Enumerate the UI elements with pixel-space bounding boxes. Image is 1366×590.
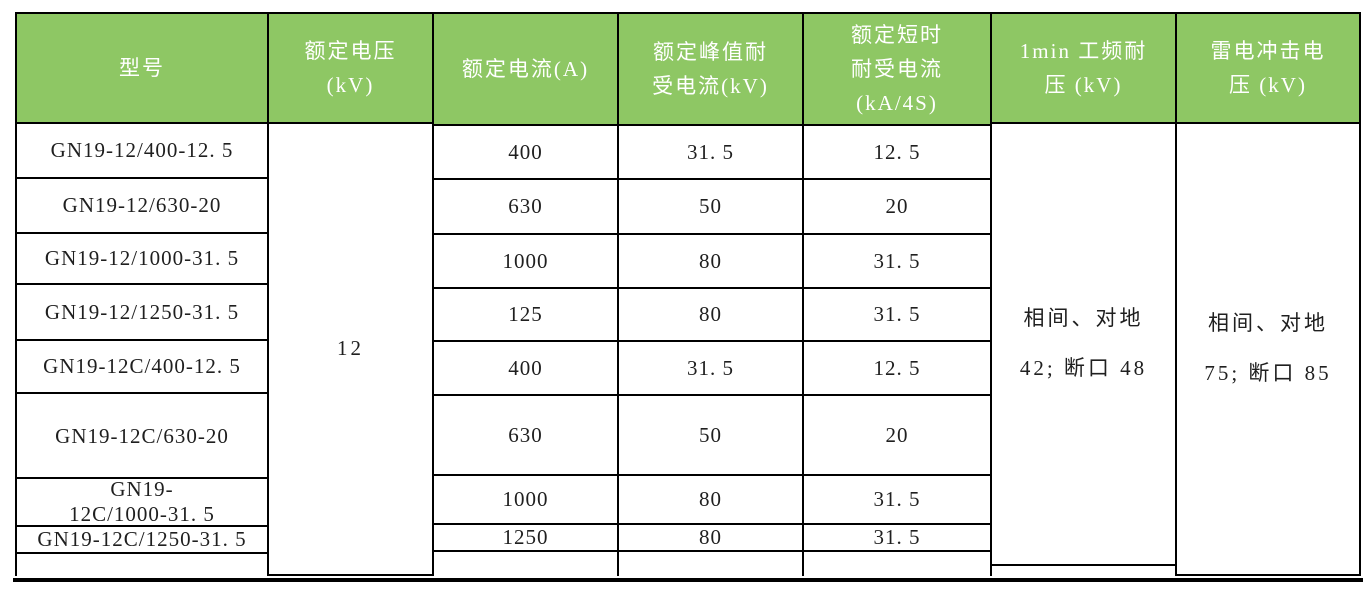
short-time-cell: 31. 5 — [804, 476, 990, 525]
peak-current-cell: 80 — [619, 235, 802, 289]
spec-table: 型号 GN19-12/400-12. 5 GN19-12/630-20 GN19… — [15, 12, 1361, 576]
model-cell: GN19-12/400-12. 5 — [17, 124, 267, 179]
peak-current-cell: 31. 5 — [619, 342, 802, 396]
current-cell: 400 — [434, 342, 617, 396]
short-time-cell: 31. 5 — [804, 235, 990, 289]
model-cell: GN19-12C/400-12. 5 — [17, 341, 267, 394]
peak-current-cell: 31. 5 — [619, 126, 802, 180]
rated-voltage-merged-cell: 12 — [269, 123, 432, 576]
header-cell-model: 型号 — [17, 14, 267, 124]
column-short-time-current: 额定短时 耐受电流 (kA/4S) 12. 5 20 31. 5 31. 5 1… — [804, 14, 992, 576]
peak-current-cell: 80 — [619, 525, 802, 552]
peak-current-cell: 50 — [619, 180, 802, 235]
header-cell-power-frequency: 1min 工频耐 压 (kV) — [992, 14, 1175, 124]
current-cell: 1000 — [434, 476, 617, 525]
model-cell: GN19-12C/1250-31. 5 — [17, 527, 267, 554]
short-time-cell: 12. 5 — [804, 342, 990, 396]
peak-current-cell: 80 — [619, 289, 802, 342]
column-rated-current: 额定电流(A) 400 630 1000 125 400 630 1000 12… — [434, 14, 619, 576]
current-cell: 125 — [434, 289, 617, 342]
column-rated-voltage: 额定电压 (kV) 12 — [269, 14, 434, 576]
column-peak-withstand-current: 额定峰值耐 受电流(kV) 31. 5 50 80 80 31. 5 50 80… — [619, 14, 804, 576]
short-time-cell: 20 — [804, 180, 990, 235]
current-cell: 400 — [434, 126, 617, 180]
model-cell: GN19-12/1000-31. 5 — [17, 234, 267, 285]
lightning-impulse-merged-cell: 相间、对地 75; 断口 85 — [1177, 123, 1359, 576]
column-bottom-spacer — [992, 566, 1175, 576]
header-cell-short-time: 额定短时 耐受电流 (kA/4S) — [804, 14, 990, 126]
short-time-cell: 31. 5 — [804, 289, 990, 342]
model-cell: GN19- 12C/1000-31. 5 — [17, 477, 267, 527]
current-cell: 630 — [434, 396, 617, 476]
header-cell-lightning-impulse: 雷电冲击电 压 (kV) — [1177, 14, 1359, 124]
model-cell: GN19-12/1250-31. 5 — [17, 285, 267, 341]
power-frequency-merged-cell: 相间、对地 42; 断口 48 — [992, 123, 1175, 567]
peak-current-cell: 80 — [619, 476, 802, 525]
table-bottom-rule — [13, 578, 1363, 582]
header-cell-rated-current: 额定电流(A) — [434, 14, 617, 126]
header-cell-rated-voltage: 额定电压 (kV) — [269, 14, 432, 124]
column-power-frequency-withstand: 1min 工频耐 压 (kV) 相间、对地 42; 断口 48 — [992, 14, 1177, 576]
short-time-cell: 31. 5 — [804, 525, 990, 552]
column-model: 型号 GN19-12/400-12. 5 GN19-12/630-20 GN19… — [17, 14, 269, 576]
short-time-cell: 20 — [804, 396, 990, 476]
short-time-cell: 12. 5 — [804, 126, 990, 180]
model-cell: GN19-12C/630-20 — [17, 394, 267, 479]
header-cell-peak-withstand: 额定峰值耐 受电流(kV) — [619, 14, 802, 126]
model-cell: GN19-12/630-20 — [17, 179, 267, 234]
column-lightning-impulse: 雷电冲击电 压 (kV) 相间、对地 75; 断口 85 — [1177, 14, 1361, 576]
current-cell: 630 — [434, 180, 617, 235]
current-cell: 1250 — [434, 525, 617, 552]
current-cell: 1000 — [434, 235, 617, 289]
peak-current-cell: 50 — [619, 396, 802, 476]
